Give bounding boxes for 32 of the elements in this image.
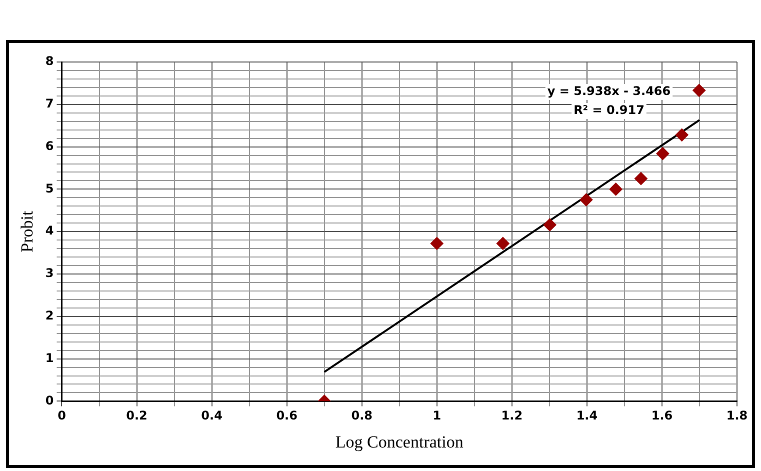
y-tick-label: 0: [45, 393, 54, 408]
point: [692, 84, 706, 97]
x-tick-label: 0.8: [351, 408, 372, 423]
x-tick-label: 0: [58, 408, 66, 423]
y-axis-title: Probit: [18, 210, 37, 252]
point: [656, 147, 670, 160]
x-tick-label: 1.4: [576, 408, 598, 423]
point: [430, 236, 444, 250]
y-tick-label: 4: [45, 224, 54, 238]
y-tick-label: 5: [45, 181, 54, 196]
x-tick-label: 0.4: [201, 408, 222, 423]
y-tick-label: 7: [45, 96, 54, 111]
y-tick-label: 3: [45, 266, 54, 280]
x-tick-label: 0.2: [126, 408, 148, 423]
point: [609, 182, 622, 196]
x-axis-title: Log Concentration: [335, 432, 464, 452]
annotation: R² = 0.917: [574, 103, 644, 118]
x-tick-label: 0.6: [276, 408, 298, 423]
point: [496, 236, 510, 250]
annotation: y = 5.938x - 3.466: [547, 84, 671, 98]
x-tick-label: 1: [432, 408, 442, 423]
point: [675, 128, 688, 142]
y-tick-label: 8: [45, 54, 54, 68]
y-tick-label: 1: [45, 350, 54, 365]
x-tick-label: 1.8: [726, 408, 748, 423]
point: [580, 193, 593, 206]
x-tick-label: 1.2: [501, 408, 523, 423]
point: [634, 172, 648, 186]
y-tick-label: 6: [45, 138, 54, 153]
x-tick-label: 1.6: [651, 408, 673, 423]
y-tick-label: 2: [45, 308, 54, 323]
point: [543, 218, 556, 232]
